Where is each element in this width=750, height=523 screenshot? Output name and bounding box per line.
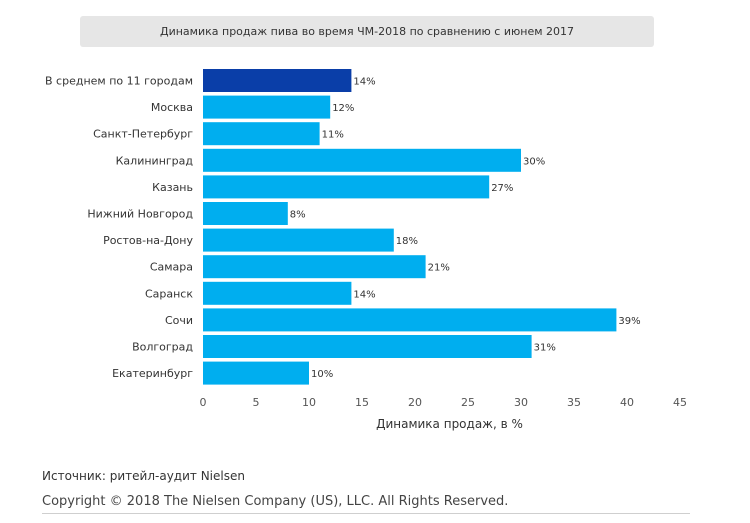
x-tick-label-7: 30 — [514, 396, 528, 409]
data-label-5: 27% — [491, 183, 513, 194]
x-tick-label-4: 15 — [355, 396, 369, 409]
source-note: Источник: ритейл-аудит Nielsen — [42, 469, 245, 483]
copyright-note: Copyright © 2018 The Nielsen Company (US… — [42, 494, 509, 509]
bar-12 — [203, 361, 309, 385]
x-tick-label-9: 40 — [620, 396, 634, 409]
category-label-7: Ростов-на-Дону — [103, 234, 193, 247]
data-label-11: 31% — [534, 343, 556, 354]
bar-4 — [203, 148, 521, 172]
bar-5 — [203, 175, 490, 199]
category-label-3: Санкт-Петербург — [93, 128, 193, 141]
data-label-8: 21% — [428, 263, 450, 274]
bar-9 — [203, 281, 352, 305]
category-label-1: В среднем по 11 городам — [45, 75, 193, 88]
data-label-1: 14% — [353, 77, 375, 88]
data-label-7: 18% — [396, 236, 418, 247]
category-label-2: Москва — [151, 101, 193, 114]
x-tick-label-10: 45 — [673, 396, 687, 409]
data-label-2: 12% — [332, 103, 354, 114]
x-tick-label-1: 0 — [200, 396, 207, 409]
data-label-3: 11% — [322, 130, 344, 141]
data-label-4: 30% — [523, 156, 545, 167]
bar-11 — [203, 335, 532, 358]
data-label-12: 10% — [311, 369, 333, 380]
bar-2 — [203, 95, 331, 119]
category-label-10: Сочи — [165, 314, 193, 327]
data-label-6: 8% — [290, 210, 306, 221]
bar-chart: В среднем по 11 городам 14% Москва 12% Санкт… — [45, 69, 687, 431]
category-label-5: Казань — [152, 181, 193, 194]
bar-10 — [203, 308, 617, 332]
bar-6 — [203, 202, 288, 225]
category-label-9: Саранск — [145, 287, 193, 300]
bar-7 — [203, 228, 394, 252]
data-label-10: 39% — [618, 316, 640, 327]
category-label-4: Калининград — [116, 154, 194, 167]
chart-title: Динамика продаж пива во время ЧМ-2018 по… — [80, 16, 654, 47]
bar-3 — [203, 122, 320, 146]
x-tick-label-6: 25 — [461, 396, 475, 409]
bar-8 — [203, 255, 426, 279]
category-label-6: Нижний Новгород — [87, 208, 193, 221]
x-axis-title: Динамика продаж, в % — [376, 417, 523, 431]
category-label-11: Волгоград — [132, 341, 193, 354]
x-tick-label-5: 20 — [408, 396, 422, 409]
category-label-12: Екатеринбург — [112, 367, 193, 380]
x-tick-label-8: 35 — [567, 396, 581, 409]
footer-divider — [42, 513, 690, 514]
bar-1 — [203, 69, 352, 92]
data-label-9: 14% — [353, 289, 375, 300]
chart-title-text: Динамика продаж пива во время ЧМ-2018 по… — [160, 25, 574, 38]
x-tick-label-2: 5 — [253, 396, 260, 409]
x-tick-label-3: 10 — [302, 396, 316, 409]
category-label-8: Самара — [150, 261, 193, 274]
